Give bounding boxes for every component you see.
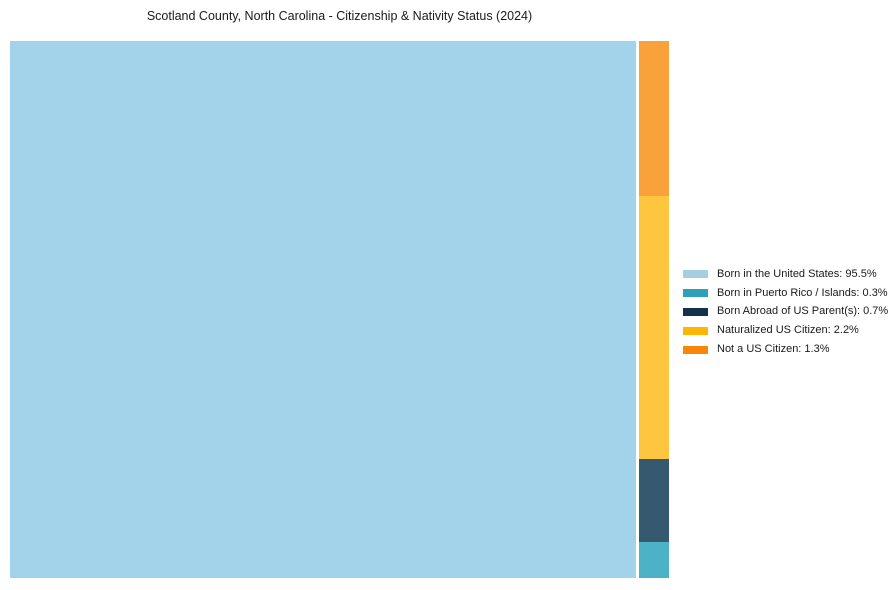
legend-label: Not a US Citizen: 1.3% — [717, 343, 830, 356]
legend-label: Naturalized US Citizen: 2.2% — [717, 324, 859, 337]
treemap-tile-born-abroad-of-us-parents — [639, 458, 669, 543]
treemap-tile-not-a-us-citizen — [639, 41, 669, 197]
legend-swatch-icon — [683, 345, 708, 354]
legend-swatch-icon — [683, 326, 708, 335]
treemap-tile-born-in-united-states — [10, 41, 637, 578]
legend-swatch-icon — [683, 289, 708, 298]
legend-label: Born Abroad of US Parent(s): 0.7% — [717, 305, 889, 318]
treemap-tile-born-in-puerto-rico-islands — [639, 542, 669, 578]
chart-title: Scotland County, North Carolina - Citize… — [146, 9, 533, 23]
legend-item-born-in-united-states: Born in the United States: 95.5% — [683, 265, 888, 284]
treemap-tile-naturalized-us-citizen — [639, 196, 669, 459]
legend: Born in the United States: 95.5% Born in… — [683, 265, 888, 359]
legend-item-naturalized-us-citizen: Naturalized US Citizen: 2.2% — [683, 321, 888, 340]
legend-label: Born in the United States: 95.5% — [717, 267, 877, 280]
legend-swatch-icon — [683, 307, 708, 316]
legend-label: Born in Puerto Rico / Islands: 0.3% — [717, 286, 888, 299]
legend-swatch-icon — [683, 270, 708, 279]
treemap-plot — [10, 41, 669, 578]
treemap-side-column — [639, 41, 669, 578]
legend-item-born-in-puerto-rico-islands: Born in Puerto Rico / Islands: 0.3% — [683, 284, 888, 303]
legend-item-not-a-us-citizen: Not a US Citizen: 1.3% — [683, 340, 888, 359]
legend-item-born-abroad-of-us-parents: Born Abroad of US Parent(s): 0.7% — [683, 303, 888, 322]
